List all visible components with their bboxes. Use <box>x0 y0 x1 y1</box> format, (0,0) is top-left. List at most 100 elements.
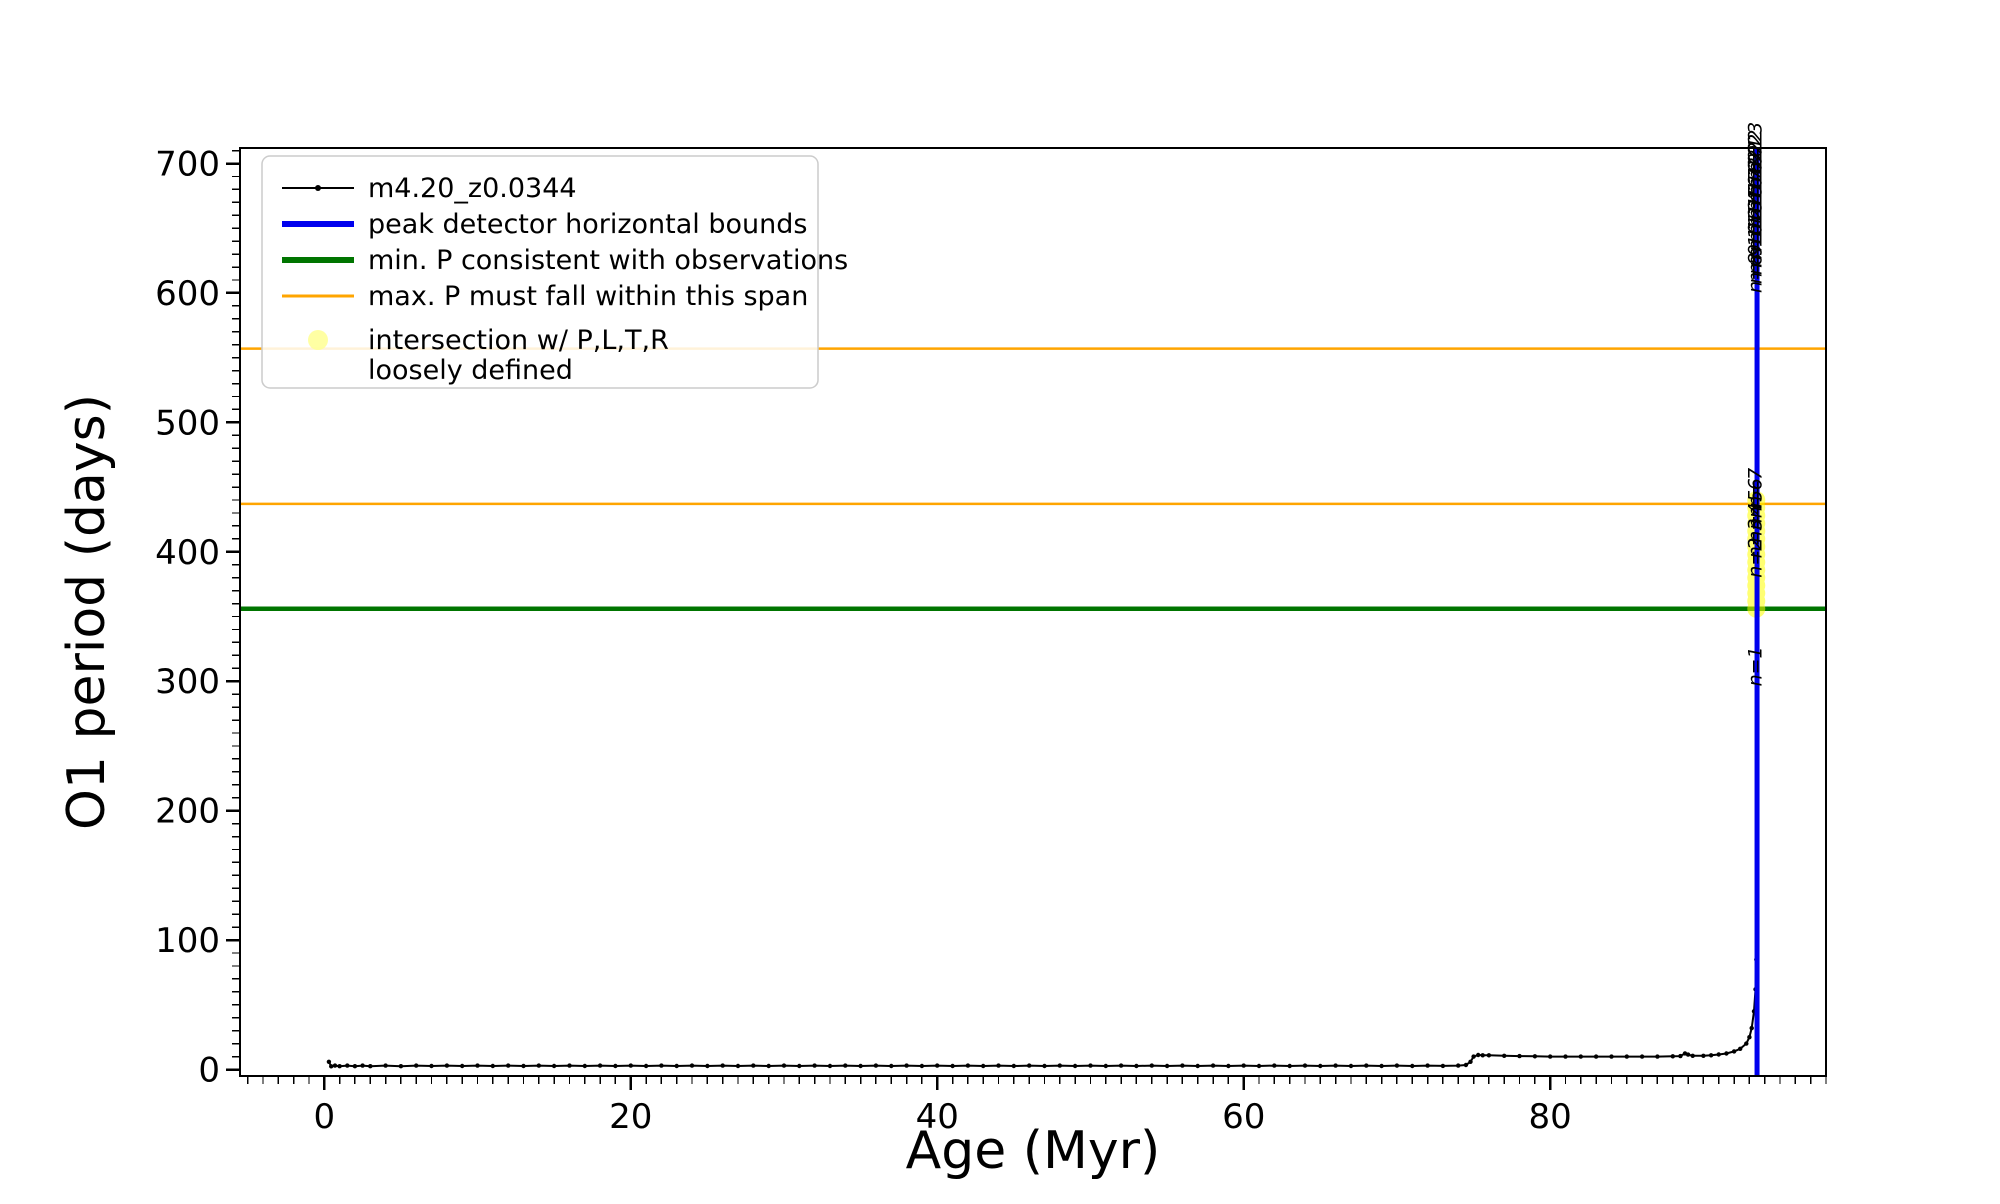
data-point-marker <box>996 1063 1001 1068</box>
data-point-marker <box>674 1063 679 1069</box>
data-point-marker <box>1476 1052 1481 1058</box>
y-axis-label: O1 period (days) <box>57 394 117 830</box>
data-point-marker <box>1486 1053 1492 1058</box>
data-point-marker <box>720 1063 725 1068</box>
data-point-marker <box>582 1063 587 1069</box>
data-point-marker <box>1624 1054 1630 1059</box>
data-point-marker <box>1072 1063 1078 1069</box>
data-point-marker <box>567 1063 572 1068</box>
legend-label-line2: loosely defined <box>368 355 573 386</box>
data-point-marker <box>689 1063 695 1068</box>
data-point-marker <box>1655 1054 1660 1059</box>
annotations-group: n=1n=2n=3n=4n=5n=6n=7n=8n=9n=10n=11n=12n… <box>1745 122 1767 687</box>
data-point-marker <box>628 1063 633 1068</box>
x-tick-label: 80 <box>1529 1097 1572 1137</box>
data-point-marker <box>705 1063 710 1069</box>
annotation-n-label: n=12 <box>1745 207 1767 259</box>
data-point-marker <box>398 1064 404 1069</box>
data-point-marker <box>460 1063 465 1069</box>
data-point-marker <box>1226 1063 1231 1069</box>
data-point-marker <box>1701 1053 1706 1059</box>
legend-label: peak detector horizontal bounds <box>368 209 807 240</box>
data-line <box>328 914 1758 1068</box>
data-point-marker <box>1134 1063 1139 1069</box>
data-point-marker <box>1088 1063 1093 1068</box>
data-point-marker <box>1042 1063 1047 1069</box>
data-point-marker <box>1708 1053 1714 1058</box>
data-point-marker <box>1517 1053 1522 1059</box>
data-point-marker <box>889 1063 894 1069</box>
data-point-marker <box>613 1063 618 1069</box>
legend-label: intersection w/ P,L,T,R <box>368 325 669 356</box>
x-tick-label: 40 <box>916 1097 959 1137</box>
data-point-marker <box>345 1063 350 1068</box>
y-tick-label: 500 <box>155 403 220 443</box>
data-point-marker <box>1738 1046 1743 1052</box>
data-point-marker <box>1210 1063 1216 1068</box>
annotation-n-label: n=23 <box>1745 122 1767 174</box>
data-point-marker <box>1410 1063 1415 1069</box>
data-point-marker <box>1456 1063 1461 1068</box>
annotation-n-label: n=4 <box>1745 503 1767 543</box>
data-point-marker <box>827 1063 833 1069</box>
data-point-marker <box>843 1063 848 1068</box>
data-point-marker <box>1609 1054 1614 1059</box>
data-point-marker <box>1716 1052 1721 1057</box>
data-point-marker <box>1318 1063 1323 1069</box>
data-point-marker <box>751 1063 756 1068</box>
y-tick-label: 0 <box>198 1051 220 1091</box>
annotation-n-label: n=17 <box>1745 168 1767 220</box>
data-point-marker <box>1468 1059 1473 1065</box>
y-tick-label: 600 <box>155 274 220 314</box>
annotation-n-label: n=6 <box>1745 478 1767 518</box>
y-tick-label: 400 <box>155 533 220 573</box>
data-point-marker <box>352 1064 358 1069</box>
data-point-marker <box>1348 1063 1354 1069</box>
x-axis-label: Age (Myr) <box>906 1121 1161 1181</box>
data-point-marker <box>1180 1063 1185 1068</box>
data-point-marker <box>1578 1054 1584 1059</box>
data-point-marker <box>1685 1052 1691 1057</box>
x-tick-label: 60 <box>1222 1097 1265 1137</box>
data-point-marker <box>1164 1063 1170 1069</box>
data-point-marker <box>1011 1063 1016 1069</box>
legend-label: m4.20_z0.0344 <box>368 173 577 204</box>
data-point-marker <box>981 1063 986 1069</box>
legend-swatch-dot <box>308 330 328 350</box>
data-point-marker <box>444 1063 450 1068</box>
data-point-marker <box>536 1063 541 1068</box>
data-point-marker <box>659 1063 664 1068</box>
annotation-n-label: n=15 <box>1745 184 1767 236</box>
annotation-n-label: n=16 <box>1745 176 1767 228</box>
data-point-marker <box>1639 1054 1645 1059</box>
legend-frame <box>261 155 819 389</box>
data-point-marker <box>332 1063 338 1068</box>
data-point-marker <box>1731 1049 1737 1054</box>
data-point-marker <box>1532 1054 1538 1059</box>
data-point-marker <box>1103 1063 1109 1069</box>
data-point-marker <box>812 1063 817 1068</box>
data-point-marker <box>1678 1053 1683 1059</box>
data-point-marker <box>1548 1054 1553 1059</box>
data-point-marker <box>490 1063 495 1069</box>
data-point-marker <box>383 1063 388 1068</box>
data-point-marker <box>643 1063 649 1069</box>
annotation-n-label: n=2 <box>1745 538 1767 578</box>
annotation-n-label: n=8 <box>1745 253 1767 293</box>
data-point-marker <box>329 1064 334 1069</box>
data-point-marker <box>1256 1063 1262 1069</box>
data-point-marker <box>1563 1054 1568 1059</box>
data-point-marker <box>1195 1063 1200 1069</box>
data-point-marker <box>414 1063 419 1068</box>
data-point-marker <box>735 1063 741 1069</box>
data-point-marker <box>368 1064 373 1069</box>
annotation-n-label: n=14 <box>1745 192 1767 244</box>
x-tick-label: 20 <box>609 1097 652 1137</box>
data-point-marker <box>551 1063 557 1069</box>
data-point-marker <box>919 1063 925 1069</box>
annotation-n-label: n=10 <box>1745 223 1767 275</box>
data-point-marker <box>1463 1062 1469 1068</box>
data-point-marker <box>1593 1054 1599 1059</box>
data-point-marker <box>781 1063 787 1068</box>
